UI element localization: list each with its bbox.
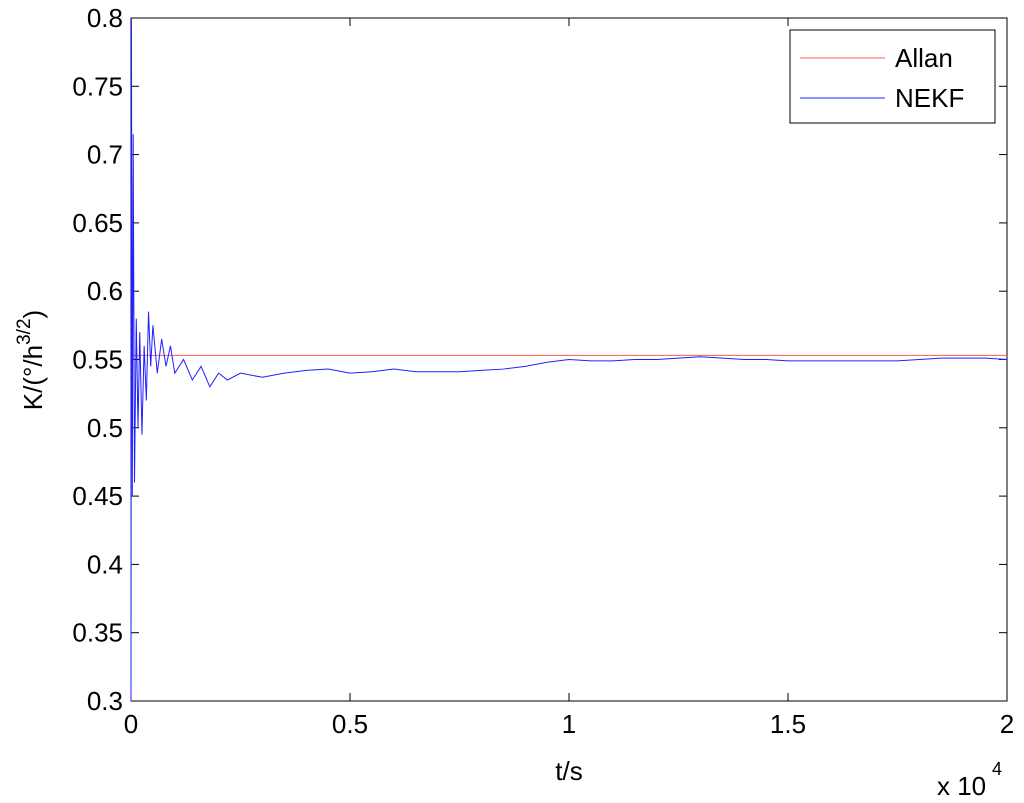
- legend-label: NEKF: [895, 83, 964, 113]
- x-multiplier: x 10: [937, 771, 986, 801]
- x-tick-label: 0.5: [332, 709, 368, 739]
- legend-box: [789, 29, 996, 124]
- y-tick-label: 0.55: [72, 345, 123, 375]
- x-tick-label: 1: [562, 709, 576, 739]
- x-tick-label: 2: [1000, 709, 1014, 739]
- x-tick-label: 0: [124, 709, 138, 739]
- y-tick-label: 0.35: [72, 618, 123, 648]
- x-axis-label: t/s: [555, 756, 582, 786]
- series-line: [130, 17, 1008, 702]
- y-tick-label: 0.7: [87, 140, 123, 170]
- y-tick-label: 0.65: [72, 208, 123, 238]
- x-tick-label: 1.5: [770, 709, 806, 739]
- y-tick-label: 0.8: [87, 3, 123, 33]
- legend-label: Allan: [895, 43, 953, 73]
- y-tick-label: 0.5: [87, 413, 123, 443]
- y-tick-label: 0.75: [72, 71, 123, 101]
- y-tick-label: 0.3: [87, 686, 123, 716]
- y-axis-label: K/(°/h3/2): [14, 310, 48, 410]
- y-tick-label: 0.4: [87, 549, 123, 579]
- y-label-prefix: K/(°/h: [18, 345, 48, 410]
- y-tick-label: 0.45: [72, 481, 123, 511]
- y-label-suffix: ): [18, 310, 48, 319]
- x-multiplier-exponent: 4: [992, 759, 1002, 779]
- y-label-superscript: 3/2: [14, 318, 35, 344]
- y-tick-label: 0.6: [87, 276, 123, 306]
